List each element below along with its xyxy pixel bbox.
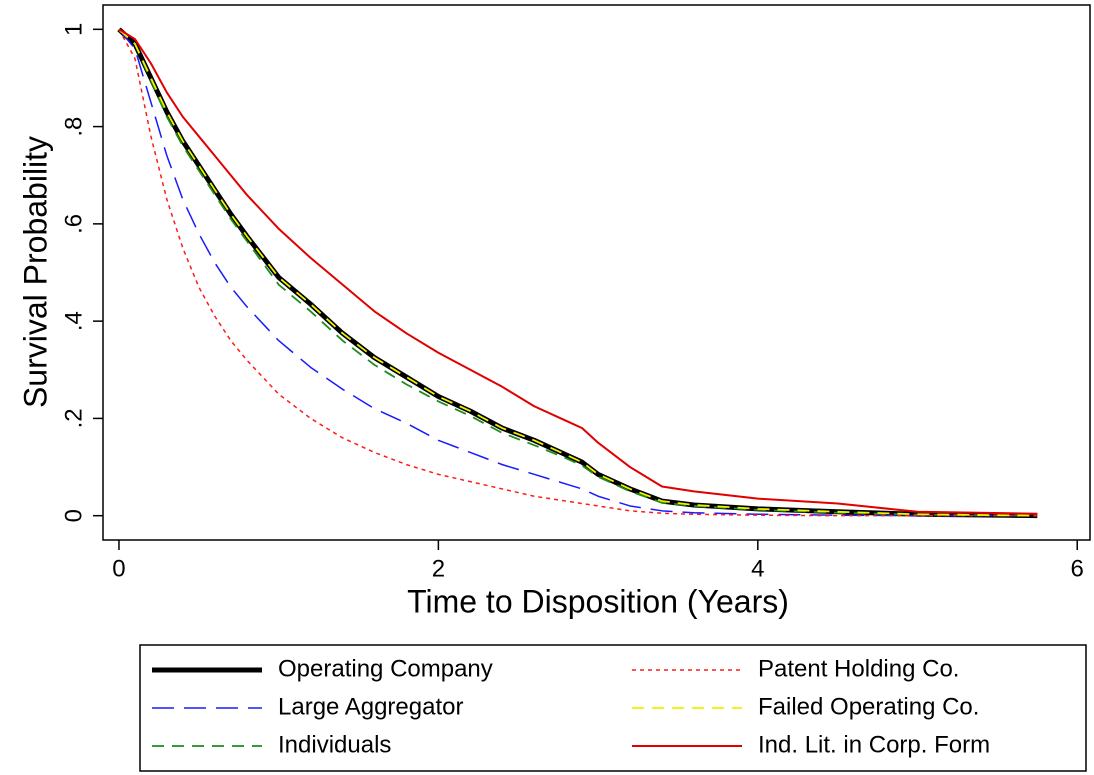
y-tick-label: .4 — [60, 311, 87, 331]
y-tick-label: .2 — [60, 408, 87, 428]
y-tick-label: .6 — [60, 214, 87, 234]
x-tick-label: 2 — [432, 555, 445, 582]
legend-label: Patent Holding Co. — [758, 655, 959, 682]
x-tick-label: 0 — [112, 555, 125, 582]
x-tick-label: 4 — [751, 555, 764, 582]
legend-label: Ind. Lit. in Corp. Form — [758, 731, 990, 758]
survival-line — [117, 27, 1038, 519]
y-tick-label: .8 — [60, 117, 87, 137]
survival-line — [118, 28, 1038, 515]
x-tick-label: 6 — [1071, 555, 1084, 582]
legend-label: Operating Company — [278, 655, 493, 682]
plot-frame — [102, 4, 1091, 541]
legend-box — [139, 644, 1087, 772]
x-axis-title: Time to Disposition (Years) — [407, 583, 789, 619]
legend-label: Failed Operating Co. — [758, 693, 979, 720]
y-tick-label: 1 — [60, 23, 87, 36]
legend-label: Large Aggregator — [278, 693, 463, 720]
survival-line — [118, 28, 1038, 517]
survival-line — [118, 28, 1038, 517]
y-tick-label: 0 — [60, 509, 87, 522]
survival-line — [118, 28, 1038, 517]
y-axis-title: Survival Probability — [17, 136, 53, 408]
legend-label: Individuals — [278, 731, 391, 758]
survival-line — [118, 28, 1038, 517]
